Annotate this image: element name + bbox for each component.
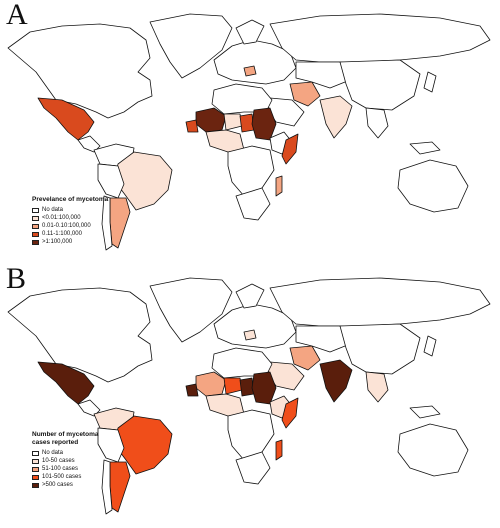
mexico — [37, 97, 95, 141]
romania — [243, 65, 257, 77]
senegal — [185, 383, 199, 397]
iran — [289, 81, 321, 107]
legend-item: No data — [32, 206, 112, 214]
panel-letter: A — [6, 0, 28, 31]
legend-item: >500 cases — [32, 481, 112, 489]
somalia — [281, 133, 299, 165]
legend-item: >1:100,000 — [32, 238, 112, 246]
southern-africa — [235, 451, 271, 485]
legend-swatch — [32, 466, 39, 472]
senegal — [185, 119, 199, 133]
mexico — [37, 361, 95, 405]
legend-swatch — [32, 458, 39, 464]
madagascar — [275, 439, 283, 461]
north-america — [7, 23, 153, 119]
congo-region — [227, 145, 275, 197]
legend-swatch — [32, 231, 39, 237]
legend: Number of mycetoma cases reported No dat… — [32, 431, 112, 489]
chile — [101, 195, 113, 251]
scandinavia — [235, 19, 265, 45]
legend-swatch — [32, 223, 39, 229]
legend-item: <0.01:100,000 — [32, 214, 112, 222]
southeast-asia — [365, 371, 389, 403]
legend-label: 101-500 cases — [42, 474, 82, 480]
west-central-africa — [205, 393, 245, 417]
niger — [223, 113, 243, 131]
legend-item: 0.01-0.10:100,000 — [32, 222, 112, 230]
legend-item: 51-100 cases — [32, 465, 112, 473]
scandinavia — [235, 283, 265, 309]
legend-label: >500 cases — [42, 482, 73, 488]
legend-swatch — [32, 239, 39, 245]
map-panel-a: A Prevelance of mycetoma No data <0.01:1… — [6, 0, 491, 251]
argentina — [109, 197, 131, 249]
world-map-a — [7, 13, 491, 251]
russia — [269, 13, 491, 63]
southern-africa — [235, 187, 271, 221]
legend-item: 0.11-1:100,000 — [32, 230, 112, 238]
north-america — [7, 287, 153, 383]
legend-title: Prevelance of mycetoma — [32, 196, 109, 203]
map-panel-b: B Number of mycetoma cases reported No d… — [0, 264, 500, 528]
legend-label: >1:100,000 — [42, 239, 73, 245]
india — [319, 359, 353, 403]
legend-label: 0.11-1:100,000 — [42, 231, 82, 237]
legend-swatch — [32, 450, 39, 456]
australia — [397, 423, 469, 477]
australia — [397, 159, 469, 213]
russia — [269, 277, 491, 327]
legend-item: 10-50 cases — [32, 457, 112, 465]
legend-swatch — [32, 474, 39, 480]
west-central-africa — [205, 129, 245, 153]
legend-label: No data — [42, 450, 64, 456]
legend-swatch — [32, 207, 39, 213]
legend-label: No data — [42, 207, 64, 213]
greenland — [149, 277, 233, 343]
legend-label: 10-50 cases — [42, 458, 75, 464]
chile — [101, 459, 113, 515]
legend-item: 101-500 cases — [32, 473, 112, 481]
legend-label: 51-100 cases — [42, 466, 79, 472]
legend-label: <0.01:100,000 — [42, 215, 81, 221]
legend-swatch — [32, 215, 39, 221]
legend-swatch — [32, 482, 39, 488]
china — [339, 323, 421, 375]
madagascar — [275, 175, 283, 197]
legend-title: Number of mycetoma cases reported — [32, 431, 99, 446]
legend: Prevelance of mycetoma No data <0.01:100… — [32, 196, 112, 246]
new-guinea — [409, 141, 441, 155]
argentina — [109, 461, 131, 513]
southeast-asia — [365, 107, 389, 139]
panel-letter: B — [6, 262, 27, 295]
india — [319, 95, 353, 139]
japan — [423, 71, 437, 93]
legend-item: No data — [32, 449, 112, 457]
romania — [243, 329, 257, 341]
niger — [223, 377, 243, 395]
congo-region — [227, 409, 275, 461]
iran — [289, 345, 321, 371]
greenland — [149, 13, 233, 79]
somalia — [281, 397, 299, 429]
legend-label: 0.01-0.10:100,000 — [42, 223, 91, 229]
new-guinea — [409, 405, 441, 419]
china — [339, 59, 421, 111]
japan — [423, 335, 437, 357]
world-map-b — [7, 277, 491, 515]
